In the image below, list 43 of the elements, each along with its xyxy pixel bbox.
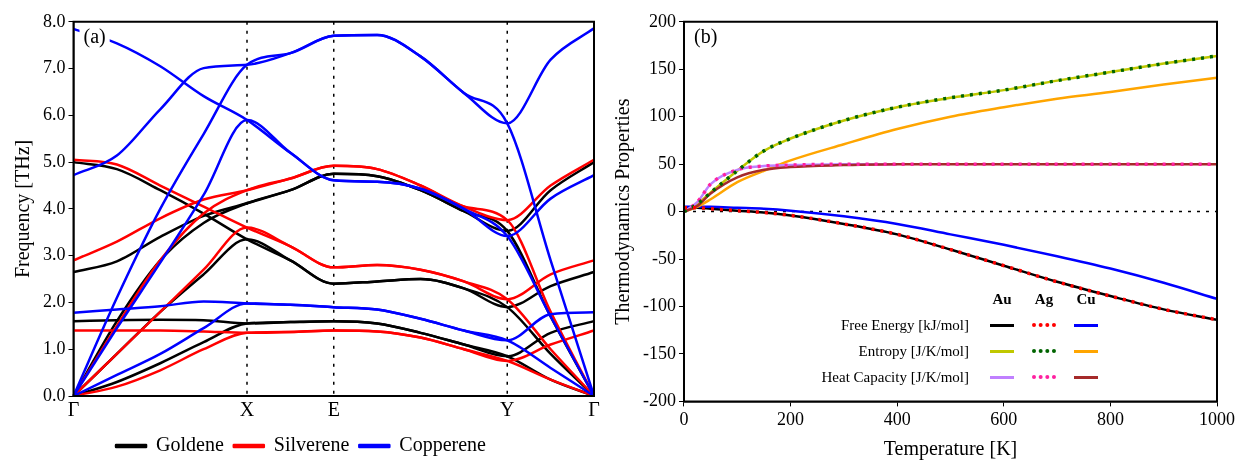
x-tick-label: 600	[990, 408, 1018, 429]
x-tick-label: Y	[500, 398, 515, 421]
x-tick-label: X	[239, 398, 255, 421]
x-tick-label: 800	[1096, 408, 1124, 429]
y-tick-label: -100	[642, 295, 676, 316]
x-tick-label: Γ	[67, 398, 80, 421]
x-tick-label: E	[327, 398, 340, 421]
x-axis-title: Temperature [K]	[883, 437, 1018, 461]
x-tick-label: 0	[679, 408, 689, 429]
y-tick-label: 8.0	[43, 10, 66, 31]
y-tick-label: 50	[657, 152, 676, 173]
y-tick-label: 4.0	[43, 197, 66, 218]
y-tick-label: -150	[642, 342, 676, 363]
y-tick-label: 5.0	[43, 150, 66, 171]
x-tick-label: Γ	[588, 398, 600, 421]
y-tick-label: 0	[666, 200, 676, 221]
y-tick-label: 6.0	[43, 104, 66, 125]
y-tick-label: -50	[651, 247, 676, 268]
legend-label: Goldene	[156, 433, 224, 456]
annotation: Cu	[1075, 290, 1097, 310]
y-tick-label: 7.0	[43, 57, 66, 78]
y-tick-label: 2.0	[43, 291, 66, 312]
y-tick-label: 3.0	[43, 244, 66, 265]
legend-label: Copperene	[399, 433, 487, 457]
y-tick-label: -200	[642, 390, 676, 411]
y-tick-label: 100	[648, 105, 676, 126]
x-tick-label: 200	[777, 408, 805, 429]
annotation: Au	[991, 290, 1013, 310]
y-tick-label: 200	[648, 10, 676, 31]
annotation: Free Energy [kJ/mol]	[839, 316, 970, 336]
y-axis-title: Frequency [THz]	[11, 139, 35, 279]
x-tick-label: 400	[883, 408, 911, 429]
y-tick-label: 0.0	[43, 384, 66, 405]
legend-label: Silverene	[273, 433, 350, 456]
annotation: Ag	[1033, 290, 1055, 310]
annotation: Entropy [J/K/mol]	[857, 342, 970, 362]
annotation: Heat Capacity [J/K/mol]	[821, 368, 970, 388]
chart-title: (b)	[693, 25, 718, 49]
y-axis-title: Thermodynamics Properties	[611, 98, 635, 325]
y-tick-label: 150	[648, 57, 676, 78]
chart-title: (a)	[83, 25, 106, 49]
x-tick-label: 1000	[1199, 408, 1235, 429]
y-tick-label: 1.0	[43, 337, 66, 358]
